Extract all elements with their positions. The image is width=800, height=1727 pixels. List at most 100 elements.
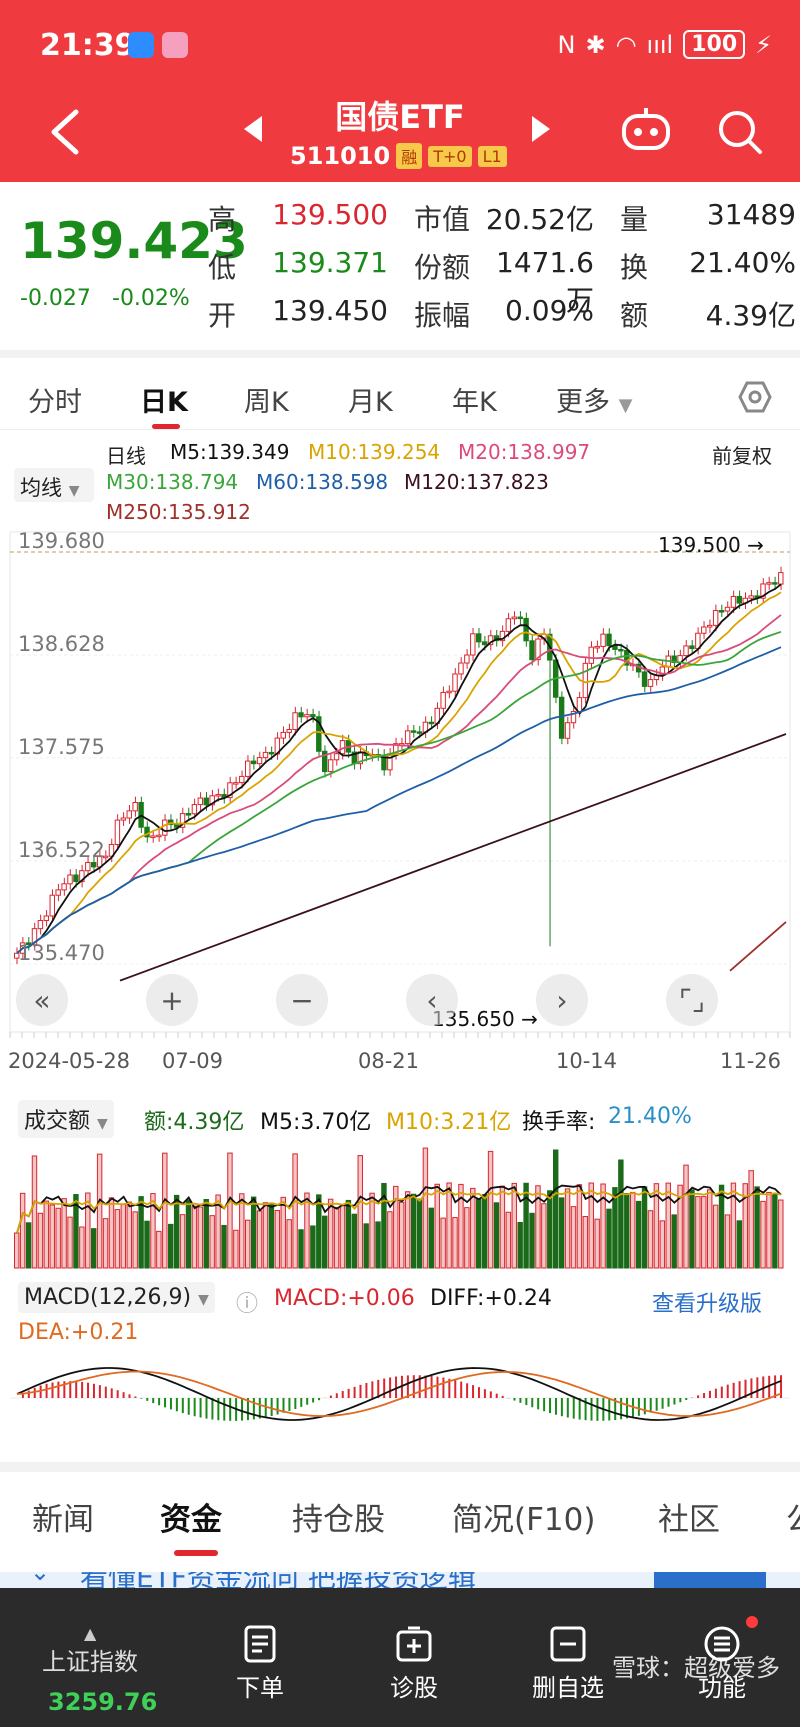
nav-order[interactable]: 下单 xyxy=(200,1624,320,1703)
index-name[interactable]: 上证指数 xyxy=(42,1648,138,1676)
volume-bar xyxy=(695,1196,701,1269)
tab-more[interactable]: 更多 ▼ xyxy=(556,380,632,419)
tab-news[interactable]: 新闻 xyxy=(32,1502,94,1538)
candle-body xyxy=(766,582,772,585)
scroll-right-icon[interactable]: › xyxy=(536,974,588,1026)
volume-bar xyxy=(718,1184,725,1269)
volume-bar xyxy=(416,1198,423,1269)
toolbar-button-bg xyxy=(146,974,198,1026)
nav-functions[interactable]: 功能 xyxy=(662,1624,782,1703)
scroll-left-icon[interactable]: ‹ xyxy=(406,974,458,1026)
bottom-nav: ▲ 上证指数 3259.76 下单 诊股 删自选 功能 雪球：超级爱多 xyxy=(0,1588,800,1727)
volume-bar xyxy=(635,1200,642,1269)
volume-bar xyxy=(357,1155,363,1269)
nav-diagnose[interactable]: 诊股 xyxy=(354,1624,474,1703)
tab-announcements[interactable]: 公 xyxy=(786,1494,800,1539)
candle-body xyxy=(576,697,583,713)
tab-weekly-k[interactable]: 周K xyxy=(244,387,289,418)
volume-bar xyxy=(701,1196,707,1269)
active-tab-indicator xyxy=(152,424,180,429)
tab-daily-k[interactable]: 日K xyxy=(140,387,188,418)
chevron-left-icon[interactable] xyxy=(48,108,82,164)
nav-remove-watchlist[interactable]: 删自选 xyxy=(508,1624,628,1703)
candle-body xyxy=(250,760,257,765)
candle-body xyxy=(327,759,334,773)
zoom-in-icon[interactable]: + xyxy=(146,974,198,1026)
stat-value: 1471.6万 xyxy=(496,246,594,317)
volume-bar xyxy=(707,1189,713,1269)
volume-bar xyxy=(618,1159,624,1269)
volume-bar xyxy=(173,1194,180,1269)
tab-community[interactable]: 社区 xyxy=(658,1502,720,1538)
ma60-line xyxy=(16,646,782,954)
volume-bar xyxy=(310,1225,316,1269)
charging-icon: ⚡ xyxy=(755,30,772,59)
tab-monthly-k[interactable]: 月K xyxy=(348,387,393,418)
volume-bar xyxy=(327,1198,334,1269)
kline-chart[interactable]: 139.500 → 135.650 → 139.680 138.628 137.575… xyxy=(0,528,800,1088)
candle-body xyxy=(262,751,269,759)
volume-bar xyxy=(333,1206,340,1269)
candle-body xyxy=(701,626,707,634)
ma-select-dropdown[interactable]: 均线 ▼ xyxy=(14,468,94,502)
candle-body xyxy=(55,889,61,896)
fullscreen-icon[interactable]: ⌜⌟ xyxy=(666,974,718,1026)
toolbar-button-glyph: − xyxy=(290,984,313,1017)
triangle-up-icon: ▲ xyxy=(84,1624,97,1643)
candle-body xyxy=(736,595,743,604)
tab-intraday[interactable]: 分时 xyxy=(28,387,82,418)
candle-body xyxy=(31,928,38,946)
notification-dot xyxy=(746,1616,758,1628)
page-title: 国债ETF xyxy=(335,98,465,136)
candle-body xyxy=(778,572,784,585)
volume-bar xyxy=(162,1152,168,1269)
tab-profile[interactable]: 简况(F10) xyxy=(452,1502,596,1538)
settings-hexagon-icon[interactable] xyxy=(738,380,772,414)
candle-body xyxy=(102,855,109,859)
candle-body xyxy=(197,797,204,806)
price-change-percent: -0.02% xyxy=(112,286,190,311)
promo-banner[interactable]: ⌄ 看懂ETF资金流向 把握投资逻辑 xyxy=(0,1572,800,1588)
turnover-label: 换手率: xyxy=(522,1110,596,1135)
period-label: 日线 xyxy=(106,444,146,468)
tab-funds[interactable]: 资金 xyxy=(160,1502,222,1538)
volume-bar xyxy=(606,1208,612,1269)
ma120-label: M120:137.823 xyxy=(404,470,549,494)
robot-assistant-icon[interactable] xyxy=(620,108,672,152)
level1-tag: L1 xyxy=(477,145,507,167)
candle-body xyxy=(724,606,731,612)
volume-bar xyxy=(108,1197,115,1269)
triangle-left-icon[interactable] xyxy=(244,116,262,149)
candle-body xyxy=(689,645,695,650)
volume-bar xyxy=(73,1194,79,1269)
collapse-icon[interactable]: « xyxy=(16,974,68,1026)
volume-bar xyxy=(351,1213,358,1269)
triangle-right-icon[interactable] xyxy=(532,116,550,149)
volume-bar xyxy=(286,1219,292,1269)
macd-select-dropdown[interactable]: MACD(12,26,9) ▼ xyxy=(18,1282,215,1313)
candle-body xyxy=(316,716,322,752)
learn-button[interactable] xyxy=(654,1572,766,1588)
search-icon[interactable] xyxy=(716,108,764,156)
zoom-out-icon[interactable]: − xyxy=(276,974,328,1026)
help-icon[interactable]: ⓘ xyxy=(236,1292,259,1317)
toolbar-button-glyph: + xyxy=(160,984,183,1017)
volume-bar xyxy=(37,1212,44,1269)
clock: 21:39 xyxy=(40,28,136,63)
candle-body xyxy=(37,920,44,930)
tab-yearly-k[interactable]: 年K xyxy=(452,387,497,418)
candle-body xyxy=(618,648,624,652)
upgrade-link[interactable]: 查看升级版 xyxy=(652,1292,763,1317)
volume-bar xyxy=(14,1232,20,1269)
volume-bar xyxy=(215,1194,221,1269)
candle-body xyxy=(280,731,286,739)
adjust-label[interactable]: 前复权 xyxy=(712,444,772,468)
tab-holdings[interactable]: 持仓股 xyxy=(292,1502,385,1538)
volume-bar xyxy=(535,1185,541,1269)
volume-select-dropdown[interactable]: 成交额 ▼ xyxy=(18,1100,114,1138)
volume-bar xyxy=(268,1202,275,1269)
volume-bar xyxy=(256,1210,263,1269)
candle-body xyxy=(387,753,393,771)
volume-panel: 成交额 ▼ 额:4.39亿 M5:3.70亿 M10:3.21亿 换手率: 21… xyxy=(0,1088,800,1269)
macd-select-label: MACD(12,26,9) xyxy=(24,1285,192,1310)
